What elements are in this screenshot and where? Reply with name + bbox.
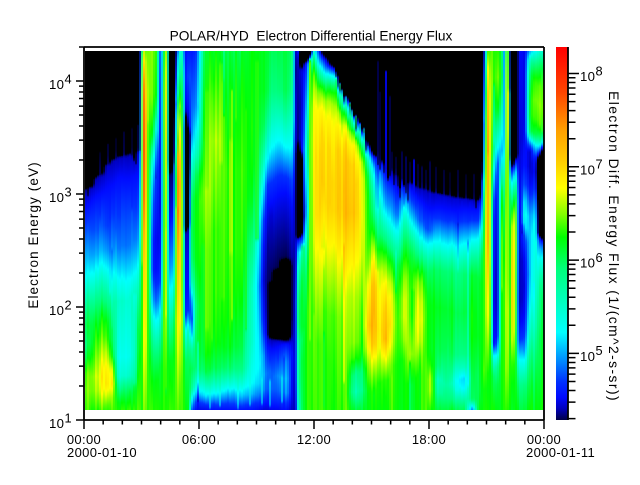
svg-text:12:00: 12:00 (297, 432, 331, 447)
svg-text:7: 7 (595, 157, 602, 172)
svg-text:10: 10 (49, 190, 64, 205)
svg-text:6: 6 (595, 250, 602, 265)
svg-text:POLAR/HYD Electron Differenti: POLAR/HYD Electron Differential Energy F… (170, 29, 453, 44)
svg-text:4: 4 (64, 71, 71, 86)
svg-text:10: 10 (49, 416, 64, 431)
svg-text:1: 1 (64, 410, 71, 425)
svg-text:18:00: 18:00 (412, 432, 446, 447)
svg-text:2000-01-10: 2000-01-10 (67, 445, 137, 460)
svg-text:5: 5 (595, 343, 602, 358)
svg-text:10: 10 (580, 349, 595, 364)
svg-text:10: 10 (580, 256, 595, 271)
svg-text:00:00: 00:00 (67, 432, 101, 447)
svg-text:10: 10 (580, 162, 595, 177)
svg-text:Electron Diff. Energy Flux (1/: Electron Diff. Energy Flux (1/(cm^2-s-sr… (606, 91, 621, 402)
svg-text:10: 10 (49, 77, 64, 92)
svg-text:06:00: 06:00 (182, 432, 216, 447)
svg-text:8: 8 (595, 63, 602, 78)
svg-text:10: 10 (580, 69, 595, 84)
svg-text:Electron Energy (eV): Electron Energy (eV) (26, 161, 41, 308)
svg-text:2000-01-11: 2000-01-11 (526, 445, 595, 460)
svg-text:00:00: 00:00 (527, 432, 561, 447)
svg-text:3: 3 (64, 184, 71, 199)
svg-text:2: 2 (64, 297, 71, 312)
svg-text:10: 10 (49, 303, 64, 318)
